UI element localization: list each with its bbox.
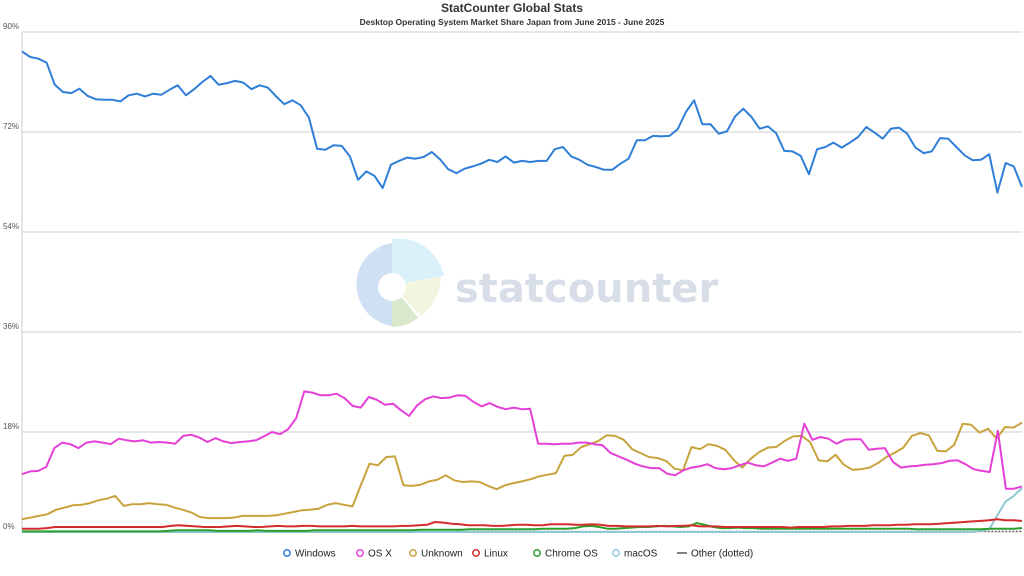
legend-item-chrome-os[interactable]: Chrome OS	[533, 549, 598, 560]
legend-marker	[356, 549, 364, 557]
legend-item-os-x[interactable]: OS X	[356, 549, 392, 560]
chart-subtitle: Desktop Operating System Market Share Ja…	[359, 17, 665, 27]
series-line-unknown	[21, 421, 1023, 521]
legend-marker	[612, 549, 620, 557]
legend-label: Windows	[295, 549, 336, 560]
series-line-chrome-os	[22, 522, 1023, 533]
chart-title: StatCounter Global Stats	[440, 1, 583, 15]
legend-marker	[533, 549, 541, 557]
legend-label: macOS	[624, 549, 658, 560]
y-axis-labels: 0% 18% 36% 54% 72% 90%	[3, 22, 19, 531]
statcounter-logo-icon	[356, 238, 444, 327]
legend: Windows OS X Unknown Linux Chrome OS macOS Oth…	[283, 549, 753, 560]
y-tick-label: 36%	[3, 322, 19, 331]
series-line-windows	[21, 50, 1023, 194]
statcounter-watermark: statcounter	[356, 238, 718, 327]
legend-label: Linux	[484, 549, 508, 560]
y-tick-label: 54%	[3, 222, 19, 231]
y-tick-label: 90%	[3, 22, 19, 31]
y-tick-label: 0%	[3, 522, 15, 531]
legend-item-linux[interactable]: Linux	[472, 549, 508, 560]
watermark-text: statcounter	[455, 266, 718, 312]
legend-label: Chrome OS	[545, 549, 598, 560]
series-lines	[21, 50, 1023, 533]
y-tick-label: 72%	[3, 122, 19, 131]
legend-marker	[283, 549, 291, 557]
legend-marker	[472, 549, 480, 557]
y-tick-label: 18%	[3, 422, 19, 431]
series-line-macos	[22, 487, 1023, 533]
legend-item-unknown[interactable]: Unknown	[409, 549, 463, 560]
series-line-linux	[22, 518, 1023, 530]
legend-label: Other (dotted)	[691, 549, 753, 560]
legend-item-macos[interactable]: macOS	[612, 549, 658, 560]
legend-item-other-dotted[interactable]: Other (dotted)	[677, 549, 753, 560]
series-line-os-x	[21, 390, 1023, 490]
legend-item-windows[interactable]: Windows	[283, 549, 336, 560]
legend-marker	[409, 549, 417, 557]
legend-label: Unknown	[421, 549, 463, 560]
legend-label: OS X	[368, 549, 392, 560]
